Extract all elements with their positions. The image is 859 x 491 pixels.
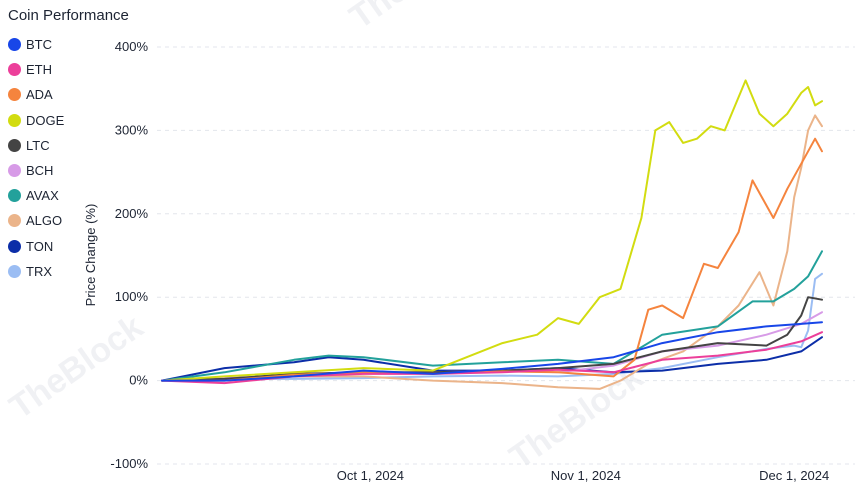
legend-item-btc[interactable]: BTC (8, 32, 64, 57)
legend-item-bch[interactable]: BCH (8, 158, 64, 183)
chart-title: Coin Performance (8, 7, 129, 24)
legend-swatch (8, 38, 21, 52)
legend-label: AVAX (26, 188, 59, 204)
chart-legend: BTC ETH ADA DOGE LTC BCH AVAX ALGO TON TRX (8, 32, 64, 284)
y-axis-label: Price Change (%) (83, 204, 98, 307)
y-tick-label: 400% (115, 39, 149, 54)
watermark-text: TheBlock (3, 308, 150, 427)
series-line-ada[interactable] (161, 137, 823, 382)
series-line-doge[interactable] (161, 79, 823, 382)
y-tick-label: 100% (115, 289, 149, 304)
legend-swatch (8, 239, 21, 253)
legend-label: LTC (26, 137, 50, 153)
series-line-ltc[interactable] (161, 296, 823, 382)
y-tick-label: 300% (115, 122, 149, 137)
legend-item-eth[interactable]: ETH (8, 57, 64, 82)
legend-item-trx[interactable]: TRX (8, 259, 64, 284)
legend-swatch (8, 113, 21, 127)
legend-item-ltc[interactable]: LTC (8, 133, 64, 158)
legend-swatch (8, 63, 21, 77)
y-tick-label: 0% (129, 373, 148, 388)
legend-label: TON (26, 238, 54, 254)
series-line-algo[interactable] (161, 114, 823, 390)
x-tick-label: Nov 1, 2024 (551, 468, 621, 483)
legend-label: ADA (26, 87, 53, 103)
legend-label: DOGE (26, 112, 65, 128)
series-line-avax[interactable] (161, 250, 823, 382)
legend-item-avax[interactable]: AVAX (8, 183, 64, 208)
watermark-text: TheBlock (343, 0, 490, 37)
y-tick-label: -100% (110, 456, 148, 471)
legend-item-ton[interactable]: TON (8, 234, 64, 259)
x-tick-label: Oct 1, 2024 (337, 468, 404, 483)
legend-item-ada[interactable]: ADA (8, 82, 64, 107)
legend-swatch (8, 214, 21, 228)
legend-item-doge[interactable]: DOGE (8, 108, 64, 133)
legend-swatch (8, 164, 21, 178)
legend-swatch (8, 264, 21, 278)
series-line-btc[interactable] (161, 321, 823, 382)
legend-label: BTC (26, 37, 52, 53)
legend-swatch (8, 138, 21, 152)
legend-swatch (8, 88, 21, 102)
legend-label: TRX (26, 263, 52, 279)
legend-label: BCH (26, 163, 54, 179)
legend-label: ALGO (26, 213, 63, 229)
legend-item-algo[interactable]: ALGO (8, 208, 64, 233)
y-tick-label: 200% (115, 206, 149, 221)
legend-label: ETH (26, 62, 52, 78)
legend-swatch (8, 189, 21, 203)
x-tick-label: Dec 1, 2024 (759, 468, 829, 483)
